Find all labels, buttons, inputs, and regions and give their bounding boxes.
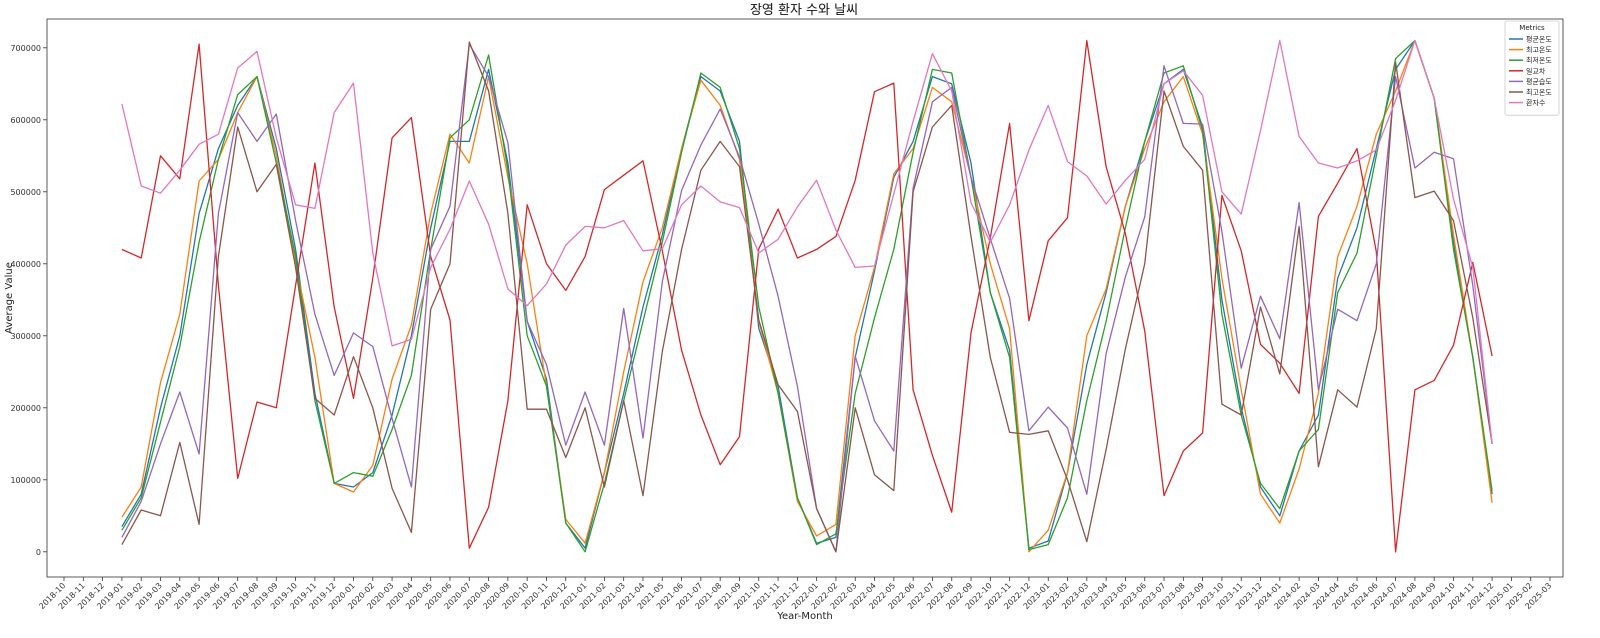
legend-entry: 일교차 [1526,66,1546,75]
x-axis: 2018-102018-112018-122019-012019-022019-… [37,577,1553,611]
series-line-3 [121,39,1493,553]
y-axis: 0 100000 200000 300000 400000 500000 600000 700… [10,44,47,557]
y-tick-label: 100000 [10,476,41,485]
y-tick-label: 200000 [10,404,41,413]
legend-entry: 평균온도 [1526,35,1552,44]
y-axis-label: Average Value [4,262,15,334]
series-layer [121,39,1493,553]
legend-entry: 환자수 [1526,98,1546,107]
y-tick-label: 500000 [10,188,41,197]
legend-title: Metrics [1519,24,1545,32]
y-tick-label: 400000 [10,260,41,269]
series-line-1 [121,39,1493,553]
chart-title: 장영 환자 수와 날씨 [750,3,858,18]
series-line-5 [121,41,1493,553]
y-tick-label: 600000 [10,116,41,125]
y-tick-label: 300000 [10,332,41,341]
legend-entry: 최고온도 [1526,45,1552,54]
legend-entry: 최고온도 [1526,88,1552,97]
legend-entry: 최저온도 [1526,56,1552,65]
y-tick-label: 700000 [10,44,41,53]
plot-area-frame [46,18,1564,578]
legend-entry: 평균습도 [1526,77,1552,86]
x-axis-label: Year-Month [776,611,832,622]
series-line-4 [121,43,1493,553]
series-line-6 [121,39,1493,444]
series-line-2 [121,39,1493,553]
y-tick-label: 0 [36,548,41,557]
